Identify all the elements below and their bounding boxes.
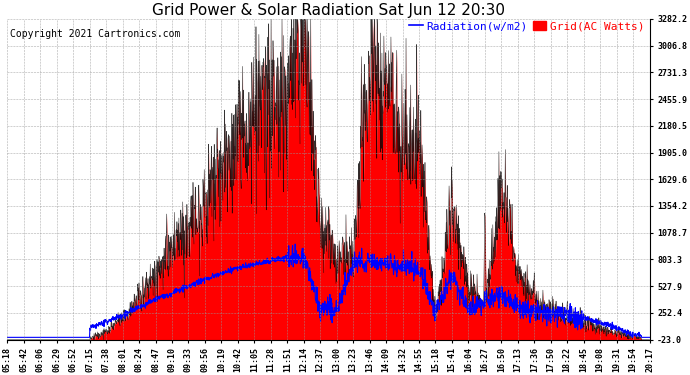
Text: Copyright 2021 Cartronics.com: Copyright 2021 Cartronics.com (10, 28, 181, 39)
Title: Grid Power & Solar Radiation Sat Jun 12 20:30: Grid Power & Solar Radiation Sat Jun 12 … (152, 3, 505, 18)
Legend: Radiation(w/m2), Grid(AC Watts): Radiation(w/m2), Grid(AC Watts) (409, 21, 644, 32)
